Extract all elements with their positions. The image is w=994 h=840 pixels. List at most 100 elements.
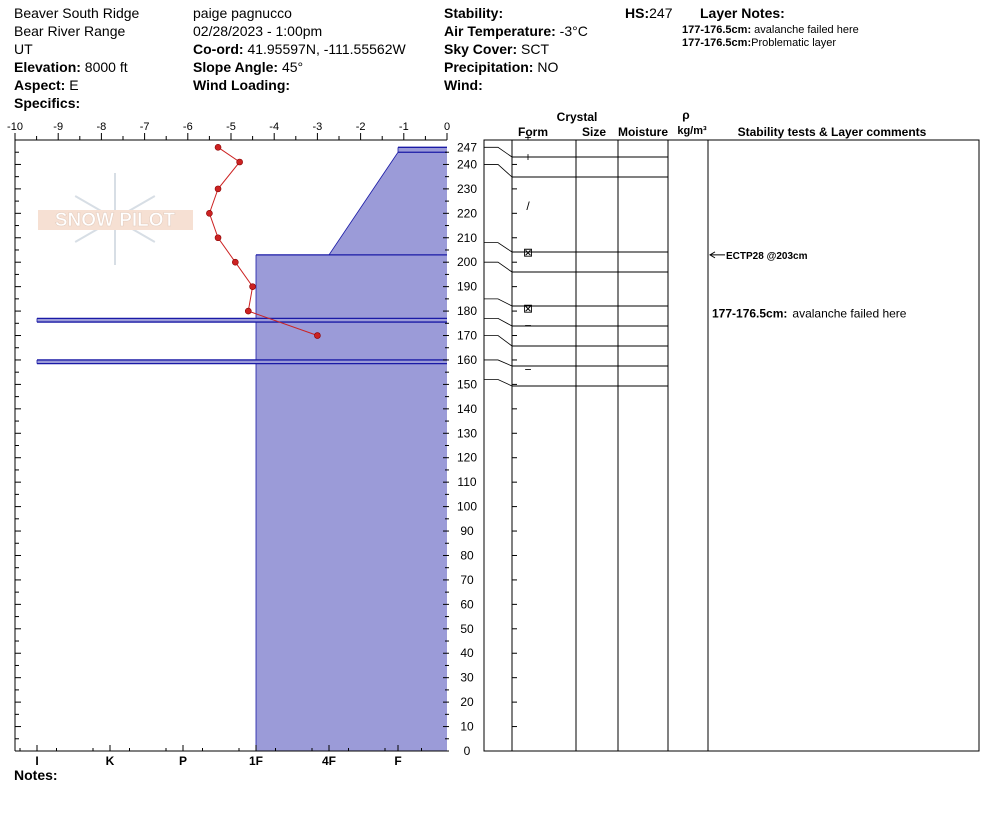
layer-connector [484, 379, 513, 387]
layer-notes-title: Layer Notes: [700, 5, 785, 21]
height-tick-label: 200 [457, 255, 477, 269]
temperature-point [236, 158, 243, 166]
header-rho: ρ [682, 108, 689, 122]
height-tick-label: 130 [457, 426, 477, 440]
grain-form-symbol: / [526, 199, 530, 213]
chart-axes: -10 -9 -8 -7 -6 -5 -4 -3 -2 -1 0010203040506070809… [7, 121, 477, 768]
specifics-field: Specifics: [14, 95, 81, 111]
height-tick-label: 190 [457, 280, 477, 294]
range-name: Bear River Range [14, 23, 126, 39]
height-tick-label: 50 [460, 622, 474, 636]
hardness-tick-label: 4F [322, 754, 336, 768]
grain-form-symbol: − [524, 319, 531, 333]
grain-form-symbol: − [524, 363, 531, 377]
temp-tick-label: -3 [313, 121, 323, 133]
height-tick-label: 30 [460, 671, 474, 685]
grain-form-symbol: ⊠ [523, 245, 533, 259]
temp-tick-label: -2 [356, 121, 366, 133]
stability-field: Stability: [444, 5, 504, 21]
layer-connector [484, 335, 513, 347]
hs-field: HS:247 [625, 5, 673, 21]
temp-tick-label: -6 [183, 121, 193, 133]
hardness-layer-segment [256, 254, 447, 319]
wind-field: Wind: [444, 77, 483, 93]
layer-connector [484, 318, 513, 327]
temperature-point [232, 258, 239, 266]
watermark-band [38, 210, 193, 230]
height-tick-label: 80 [460, 548, 474, 562]
height-tick-label: 20 [460, 695, 474, 709]
wind-loading-field: Wind Loading: [193, 77, 291, 93]
temp-tick-label: -5 [226, 121, 236, 133]
observation-datetime: 02/28/2023 - 1:00pm [193, 23, 323, 39]
notes-label: Notes: [14, 767, 58, 783]
layer-slope-edge [328, 151, 399, 256]
header-comments: Stability tests & Layer comments [738, 125, 927, 139]
location-name: Beaver South Ridge [14, 5, 140, 21]
temperature-point [249, 283, 256, 290]
state-name: UT [14, 41, 33, 57]
temp-tick-label: -9 [53, 121, 63, 133]
layer-comment: 177-176.5cm: avalanche failed here [712, 307, 907, 321]
height-tick-label: 140 [457, 402, 477, 416]
hardness-tick-label: F [394, 754, 401, 768]
height-tick-label: 180 [457, 304, 477, 318]
temp-tick-label: -10 [7, 121, 23, 133]
temp-tick-label: -8 [97, 121, 107, 133]
height-tick-label: 240 [457, 157, 477, 171]
layer-comment-range: 177-176.5cm: [712, 307, 787, 321]
height-tick-label: 160 [457, 353, 477, 367]
header-form: Form [518, 125, 548, 139]
temperature-point [206, 210, 213, 217]
sky-field: Sky Cover: SCT [444, 41, 550, 57]
temp-tick-label: -7 [140, 121, 150, 133]
height-tick-label: 70 [460, 573, 474, 587]
layer-note-2: 177-176.5cm:Problematic layer [682, 37, 837, 49]
layer-note-1: 177-176.5cm: avalanche failed here [682, 24, 859, 36]
height-tick-label: 10 [460, 720, 474, 734]
height-tick-label: 247 [457, 140, 477, 154]
temperature-point [214, 185, 222, 193]
hardness-layer-segment [37, 318, 447, 323]
grain-form-symbol: ⊠ [523, 302, 533, 316]
layer-connector [484, 146, 513, 158]
height-tick-label: 110 [457, 475, 476, 489]
layer-connector [484, 298, 513, 307]
temp-tick-label: 0 [444, 121, 450, 133]
temp-tick-label: -1 [399, 121, 409, 133]
observer-name: paige pagnucco [193, 5, 292, 21]
elevation-field: Elevation: 8000 ft [14, 59, 128, 75]
hardness-layer-segment [256, 322, 447, 360]
temperature-point [244, 307, 252, 315]
snowpilot-watermark: SNOW PILOT [38, 173, 193, 265]
grain-form-symbol: + [524, 131, 531, 145]
temperature-profile [206, 144, 321, 339]
temperature-point [214, 234, 222, 242]
air-temp-field: Air Temperature: -3°C [444, 23, 588, 39]
table-frame [483, 139, 980, 752]
height-tick-label: 120 [457, 451, 477, 465]
hardness-tick-label: P [179, 754, 187, 768]
height-tick-label: 150 [457, 377, 477, 391]
hardness-layer-segment [256, 363, 447, 751]
hardness-tick-label: K [106, 754, 115, 768]
stability-test-comment: ECTP28 @203cm [726, 251, 808, 262]
height-tick-label: 210 [457, 231, 477, 245]
layer-connector [484, 242, 513, 253]
header-moisture: Moisture [618, 125, 668, 139]
layer-connector [484, 164, 513, 178]
height-tick-label: 100 [457, 500, 477, 514]
layer-connector [484, 359, 513, 367]
hardness-layer-segment [329, 152, 447, 255]
layer-connector [484, 261, 513, 273]
height-tick-label: 220 [457, 206, 477, 220]
header-density: kg/m³ [677, 125, 707, 137]
height-tick-label: 40 [460, 646, 474, 660]
height-tick-label: 170 [457, 329, 477, 343]
height-tick-label: 90 [460, 524, 474, 538]
hardness-tick-label: 1F [249, 754, 263, 768]
temperature-point [214, 144, 222, 151]
hardness-tick-label: I [35, 754, 38, 768]
layer-table: Crystal Form Size Moisture ρ kg/m³ Stability t… [483, 108, 980, 752]
